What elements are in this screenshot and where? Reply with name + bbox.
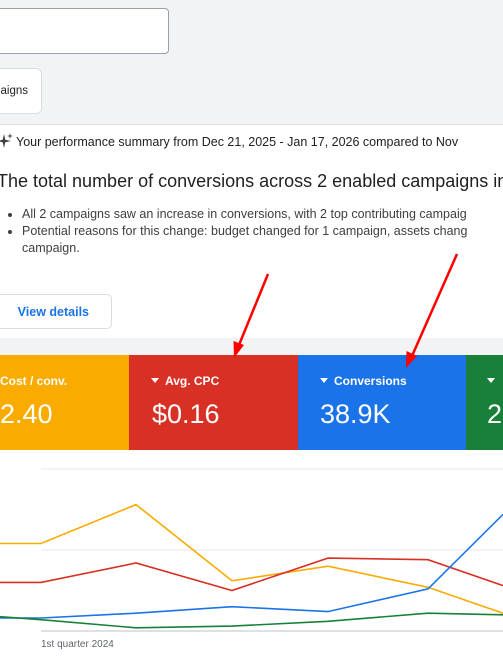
- bullet-dot: [8, 213, 12, 217]
- metric-tile-fourth[interactable]: 2: [466, 355, 503, 450]
- metric-label: Cost / conv.: [0, 374, 68, 388]
- dropdown-caret-icon[interactable]: [320, 378, 328, 384]
- bullet-text: campaign.: [22, 241, 80, 255]
- bullet-text: Potential reasons for this change: budge…: [22, 224, 468, 238]
- metric-label: Avg. CPC: [151, 374, 219, 388]
- bullet-text: All 2 campaigns saw an increase in conve…: [22, 207, 467, 221]
- dropdown-caret-icon[interactable]: [487, 378, 495, 384]
- metric-tile-cost-per-conv[interactable]: Cost / conv. 2.40: [0, 355, 129, 450]
- metric-value: $0.16: [152, 399, 220, 429]
- series-line-2: [0, 513, 503, 619]
- sparkle-icon: [0, 133, 13, 148]
- line-chart: [0, 468, 503, 632]
- metric-label: [487, 374, 501, 388]
- metric-value: 38.9K: [320, 399, 391, 429]
- view-details-button[interactable]: View details: [0, 294, 112, 329]
- metric-label: Conversions: [320, 374, 407, 388]
- series-line-3: [0, 612, 503, 629]
- campaigns-tab[interactable]: aigns: [0, 68, 42, 114]
- series-line-0: [0, 503, 503, 614]
- filter-area: aigns: [0, 0, 503, 124]
- metric-tile-conversions[interactable]: Conversions 38.9K: [298, 355, 466, 450]
- metric-value: 2: [487, 399, 503, 429]
- metric-tile-avg-cpc[interactable]: Avg. CPC $0.16: [129, 355, 298, 450]
- dropdown-caret-icon[interactable]: [151, 378, 159, 384]
- metric-value: 2.40: [0, 399, 53, 429]
- performance-chart: [0, 450, 503, 669]
- section-divider: [0, 338, 503, 355]
- summary-headline: The total number of conversions across 2…: [0, 171, 503, 191]
- series-line-1: [0, 557, 503, 592]
- search-input[interactable]: [0, 8, 169, 54]
- x-axis-start-label: 1st quarter 2024: [41, 639, 114, 650]
- summary-date-range: Your performance summary from Dec 21, 20…: [16, 135, 459, 149]
- bullet-dot: [8, 230, 12, 234]
